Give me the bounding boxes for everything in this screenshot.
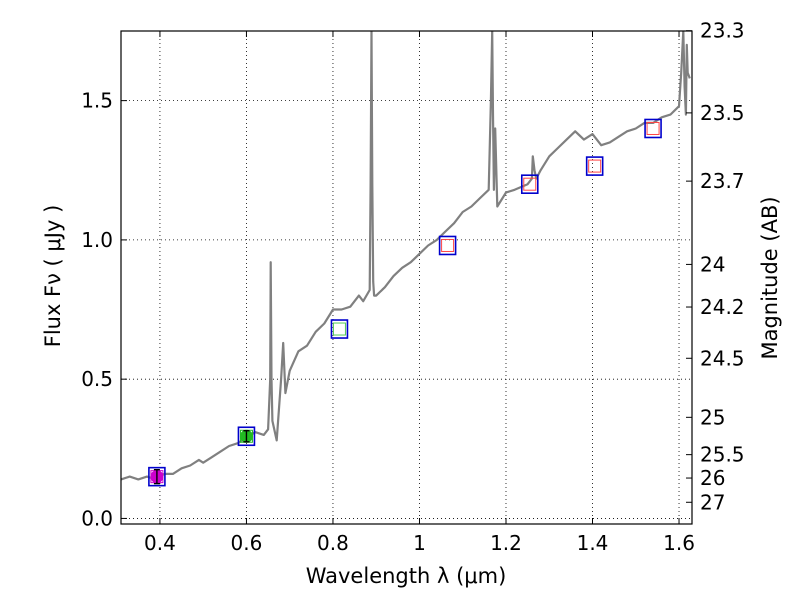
model-photometry-inner — [646, 121, 660, 135]
model-photometry-inner — [523, 177, 537, 191]
y2-tick-label: 23.7 — [700, 169, 745, 193]
axis-ticks: 0.4 0.6 0.8 1 1.2 1.4 1.6 0.0 0.5 1.0 1.5 23.3 23.5 2… — [81, 19, 744, 555]
x-tick-label: 1.2 — [490, 531, 522, 555]
y2-tick-label: 24 — [700, 252, 725, 276]
y2-tick-label: 24.2 — [700, 295, 745, 319]
model-photometry-box — [148, 466, 166, 487]
y-tick-label: 0.5 — [81, 367, 113, 391]
y-axis-label: Flux Fν ( μJy ) — [41, 205, 65, 348]
x-tick-label: 0.8 — [317, 531, 349, 555]
plot-frame — [120, 30, 693, 525]
y-tick-label: 1.0 — [81, 228, 113, 252]
y2-axis-label: Magnitude (AB) — [758, 196, 782, 359]
spectrum-series — [121, 31, 691, 481]
model-photometry-box — [438, 235, 457, 256]
spectrum-line — [121, 31, 691, 481]
y2-tick-label: 23.3 — [700, 19, 745, 43]
x-tick-label: 1.6 — [663, 531, 695, 555]
y2-tick-label: 27 — [700, 490, 725, 514]
y-tick-label: 0.0 — [81, 506, 113, 530]
model-photometry-inner — [441, 238, 455, 252]
model-photometry-inner — [332, 322, 346, 336]
y2-tick-label: 25 — [700, 405, 725, 429]
y2-tick-label: 25.5 — [700, 443, 745, 467]
y2-tick-label: 23.5 — [700, 101, 745, 125]
x-tick-label: 0.6 — [231, 531, 263, 555]
x-axis-label: Wavelength λ (μm) — [306, 564, 507, 588]
x-tick-label: 1.4 — [577, 531, 609, 555]
x-tick-label: 1 — [413, 531, 426, 555]
model-photometry-box — [520, 174, 539, 194]
y2-tick-label: 24.5 — [700, 346, 745, 370]
model-photometry-box — [585, 156, 604, 176]
model-photometry-box — [237, 426, 256, 447]
y2-tick-label: 26 — [700, 466, 725, 490]
y-tick-label: 1.5 — [81, 89, 113, 113]
model-photometry-box — [330, 319, 349, 339]
photometry-markers — [148, 118, 662, 487]
x-tick-label: 0.4 — [144, 531, 176, 555]
model-photometry-box — [644, 118, 662, 139]
model-photometry-inner — [588, 159, 602, 173]
grid — [121, 31, 692, 524]
